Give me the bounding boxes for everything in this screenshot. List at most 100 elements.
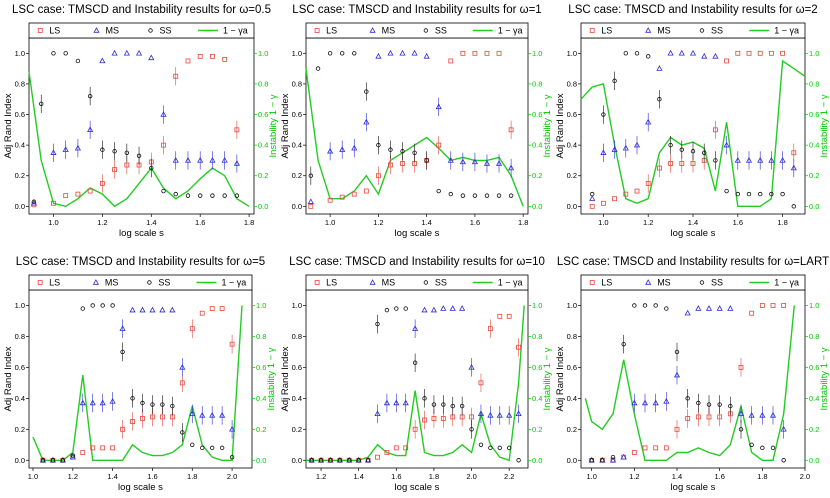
- point-MS: [727, 305, 734, 311]
- y2-tick-label: 0.4: [256, 394, 266, 403]
- instability-line: [28, 71, 250, 208]
- point-SS: [769, 191, 774, 197]
- point-LS: [516, 344, 521, 350]
- y-tick-label: 0.8: [292, 79, 302, 88]
- point-SS: [347, 458, 352, 463]
- point-LS: [110, 445, 116, 451]
- y2-axis-label: Instability 1 − γ: [266, 347, 277, 410]
- point-MS: [684, 309, 691, 316]
- chart-title: LSC case: TMSCD and Instability results …: [16, 256, 265, 268]
- point-LS: [124, 162, 130, 168]
- point-MS: [701, 52, 708, 59]
- point-MS: [495, 160, 503, 166]
- point-MS: [449, 305, 456, 311]
- y2-tick-label: 0.4: [532, 394, 542, 403]
- legend-label: MS: [382, 26, 396, 36]
- chart-title: LSC case: TMSCD and Instability results …: [557, 256, 829, 268]
- point-SS: [760, 445, 765, 451]
- x-tick-label: 1.4: [672, 472, 682, 481]
- point-SS: [484, 193, 490, 198]
- point-MS: [435, 103, 442, 110]
- legend-label: LS: [601, 278, 612, 288]
- point-SS: [222, 193, 227, 198]
- point-LS: [497, 313, 503, 319]
- point-SS: [749, 442, 754, 447]
- x-tick-label: 1.8: [518, 218, 528, 227]
- panel-4: LSC case: TMSCD and Instability results …: [3, 256, 277, 493]
- x-tick-label: 2.2: [504, 472, 514, 481]
- point-MS: [695, 305, 702, 311]
- point-LS: [440, 416, 446, 421]
- x-tick-label: 1.6: [714, 472, 724, 481]
- y-tick-label: 1.0: [567, 301, 577, 310]
- plot-frame: [28, 37, 255, 215]
- point-MS: [716, 305, 723, 311]
- series-MS: [589, 49, 797, 201]
- point-SS: [508, 193, 514, 198]
- point-MS: [600, 149, 607, 155]
- point-MS: [611, 146, 618, 152]
- point-MS: [109, 398, 116, 404]
- x-tick-label: 2.0: [800, 472, 810, 481]
- point-SS: [713, 158, 718, 163]
- point-MS: [589, 195, 596, 201]
- point-LS: [769, 50, 774, 56]
- y-axis-label: Adj Rand Index: [280, 346, 291, 411]
- point-SS: [375, 321, 380, 327]
- point-MS: [159, 306, 166, 313]
- point-SS: [696, 400, 701, 406]
- point-LS: [469, 414, 474, 420]
- point-SS: [87, 93, 93, 99]
- point-LS: [87, 188, 93, 194]
- point-MS: [87, 126, 94, 133]
- x-tick-label: 1.8: [429, 472, 439, 481]
- legend: LS MS SS 1 − γa: [28, 274, 253, 291]
- point-LS: [160, 414, 165, 420]
- point-MS: [307, 198, 314, 204]
- legend-box: [28, 274, 253, 291]
- point-LS: [724, 58, 729, 64]
- point-SS: [170, 403, 175, 409]
- point-SS: [365, 458, 371, 463]
- point-LS: [757, 50, 763, 56]
- panel-6: LSC case: TMSCD and Instability results …: [555, 256, 830, 493]
- point-SS: [160, 402, 165, 407]
- y-tick-label: 0.2: [15, 171, 25, 180]
- plot-frame: [305, 289, 529, 469]
- point-MS: [748, 411, 755, 418]
- point-MS: [622, 144, 629, 151]
- point-SS: [100, 303, 105, 308]
- legend-marker: [423, 280, 429, 285]
- legend-marker: [589, 280, 595, 285]
- legend-marker: [92, 279, 99, 285]
- legend: LS MS SS 1 − γa: [28, 22, 255, 39]
- point-MS: [620, 453, 627, 460]
- panel-2: LSC case: TMSCD and Instability results …: [280, 4, 553, 239]
- point-LS: [229, 341, 235, 347]
- point-SS: [459, 403, 465, 409]
- point-LS: [222, 57, 228, 62]
- point-SS: [424, 158, 429, 163]
- legend: LS MS SS 1 − γa: [580, 274, 806, 291]
- point-SS: [780, 191, 785, 197]
- point-MS: [652, 399, 659, 406]
- x-tick-label: 1.6: [733, 218, 743, 227]
- point-SS: [460, 193, 466, 198]
- legend-marker: [37, 28, 43, 33]
- point-SS: [472, 193, 478, 198]
- x-axis-label: log scale s: [395, 482, 440, 493]
- point-LS: [339, 194, 345, 200]
- legend-label: LS: [326, 278, 337, 288]
- y-tick-label: 0.8: [15, 79, 25, 88]
- point-MS: [515, 410, 522, 417]
- point-LS: [506, 313, 512, 319]
- x-tick-label: 1.2: [643, 218, 653, 227]
- point-LS: [496, 50, 502, 56]
- point-LS: [472, 50, 478, 56]
- point-LS: [791, 150, 797, 156]
- point-SS: [717, 402, 722, 407]
- x-tick-label: 1.2: [316, 472, 326, 481]
- point-SS: [161, 188, 166, 194]
- point-LS: [749, 310, 755, 316]
- point-MS: [129, 306, 136, 313]
